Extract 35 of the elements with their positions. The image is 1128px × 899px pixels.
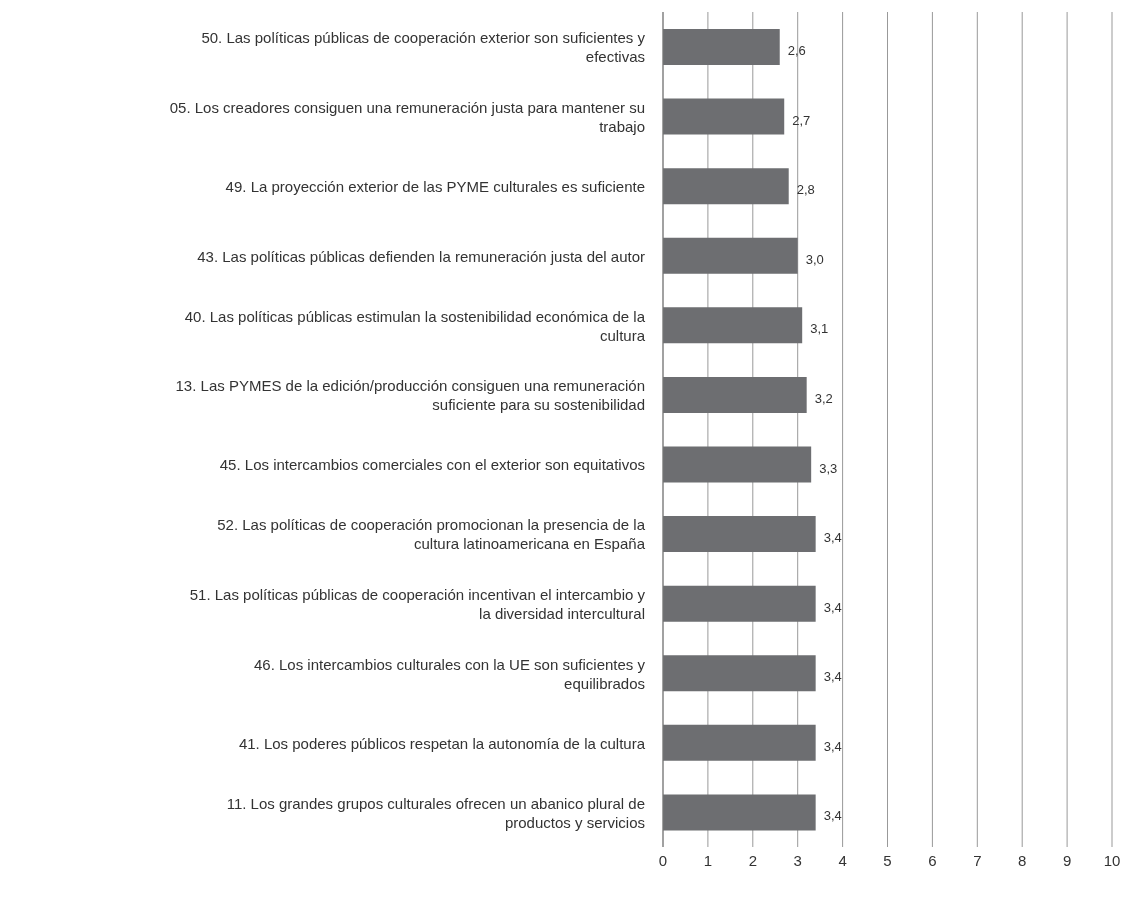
y-tick-label: 05. Los creadores consiguen una remuneración justa para mantener su trabajo (169, 98, 645, 135)
data-label: 3,4 (823, 530, 842, 546)
x-tick-label: 3 (793, 851, 802, 869)
data-label: 2,7 (792, 112, 811, 128)
x-tick-label: 4 (838, 851, 847, 869)
y-tick-label: 41. Los poderes públicos respetan la autonomía de la cultura (238, 734, 646, 752)
x-tick-label: 1 (703, 851, 713, 869)
data-label: 2,6 (787, 43, 806, 58)
y-tick-label: 45. Los intercambios comerciales con el exterior son equitativos (219, 455, 645, 473)
x-tick-label: 5 (883, 851, 892, 869)
data-label: 3,2 (814, 390, 833, 406)
x-tick-label: 7 (973, 851, 982, 869)
data-label: 3,4 (823, 669, 842, 685)
data-label: 2,8 (796, 182, 815, 198)
y-tick-label: 43. Las políticas públicas defienden la remuneración justa del autor (197, 247, 645, 265)
x-tick-label: 2 (748, 851, 757, 869)
y-tick-label: 51. Las políticas públicas de cooperación incentivan el intercambio y la diversidad intercultural (189, 585, 646, 622)
data-label: 3,1 (810, 321, 829, 337)
data-label: 3,3 (819, 460, 838, 476)
x-tick-label: 8 (1018, 851, 1027, 869)
y-tick-label: 52. Las políticas de cooperación promocionan la presencia de la cultura latinoamericana en España (217, 515, 646, 552)
x-tick-label: 0 (658, 851, 668, 869)
data-label: 3,0 (805, 251, 824, 267)
y-tick-label: 13. Las PYMES de la edición/producción consiguen una remuneración suficiente para su sostenibilidad (175, 376, 645, 413)
y-tick-label: 49. La proyección exterior de las PYME culturales es suficiente (225, 177, 645, 195)
data-label: 3,4 (823, 738, 842, 754)
y-tick-label: 11. Los grandes grupos culturales ofrecen un abanico plural de productos y servicios (226, 794, 645, 831)
data-label: 3,4 (823, 808, 842, 824)
y-tick-label: 50. Las políticas públicas de cooperación exterior son suficientes y efectivas (201, 28, 646, 65)
data-label: 3,4 (823, 599, 842, 615)
x-tick-label: 9 (1062, 851, 1072, 869)
y-tick-label: 40. Las políticas públicas estimulan la sostenibilidad económica de la cultura (184, 307, 646, 344)
x-tick-label: 6 (928, 851, 937, 869)
y-tick-label: 46. Los intercambios culturales con la UE son suficientes y equilibrados (253, 655, 646, 692)
x-tick-label: 10 (1103, 851, 1121, 869)
